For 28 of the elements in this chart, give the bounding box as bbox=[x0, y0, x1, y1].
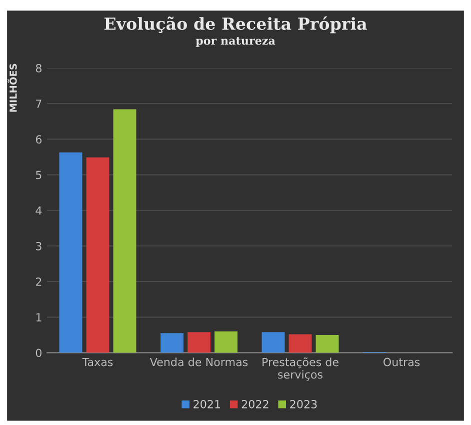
y-axis-title: MILHÕES bbox=[8, 64, 17, 112]
bar bbox=[262, 332, 285, 353]
y-tick-label: 7 bbox=[36, 100, 42, 108]
bar bbox=[59, 152, 82, 353]
y-tick-label: 8 bbox=[36, 64, 42, 72]
bar bbox=[113, 109, 136, 353]
y-tick-label: 1 bbox=[36, 313, 42, 322]
y-tick-label: 0 bbox=[36, 348, 42, 358]
y-tick-label: 4 bbox=[36, 206, 42, 215]
y-tick-label: 2 bbox=[36, 278, 42, 286]
y-tick-label: 5 bbox=[36, 170, 42, 180]
y-tick-label: 6 bbox=[36, 135, 42, 144]
legend-label: 2023 bbox=[290, 400, 317, 408]
legend-label: 2022 bbox=[242, 400, 268, 408]
x-tick-label: Prestações de serviços bbox=[262, 357, 338, 381]
bar bbox=[86, 157, 110, 353]
bar bbox=[288, 334, 312, 353]
bar bbox=[214, 331, 238, 353]
x-tick-label: Venda de Normas bbox=[150, 358, 248, 366]
chart-title: Evolução de Receita Própria bbox=[104, 16, 367, 34]
bar bbox=[160, 333, 184, 353]
x-tick-label: Taxas bbox=[82, 358, 113, 366]
y-tick-label: 3 bbox=[36, 242, 42, 250]
bar bbox=[316, 334, 339, 353]
x-tick-label: Outras bbox=[383, 358, 420, 366]
legend-label: 2021 bbox=[194, 400, 220, 408]
chart-subtitle: por natureza bbox=[196, 37, 276, 47]
bar bbox=[188, 332, 210, 353]
